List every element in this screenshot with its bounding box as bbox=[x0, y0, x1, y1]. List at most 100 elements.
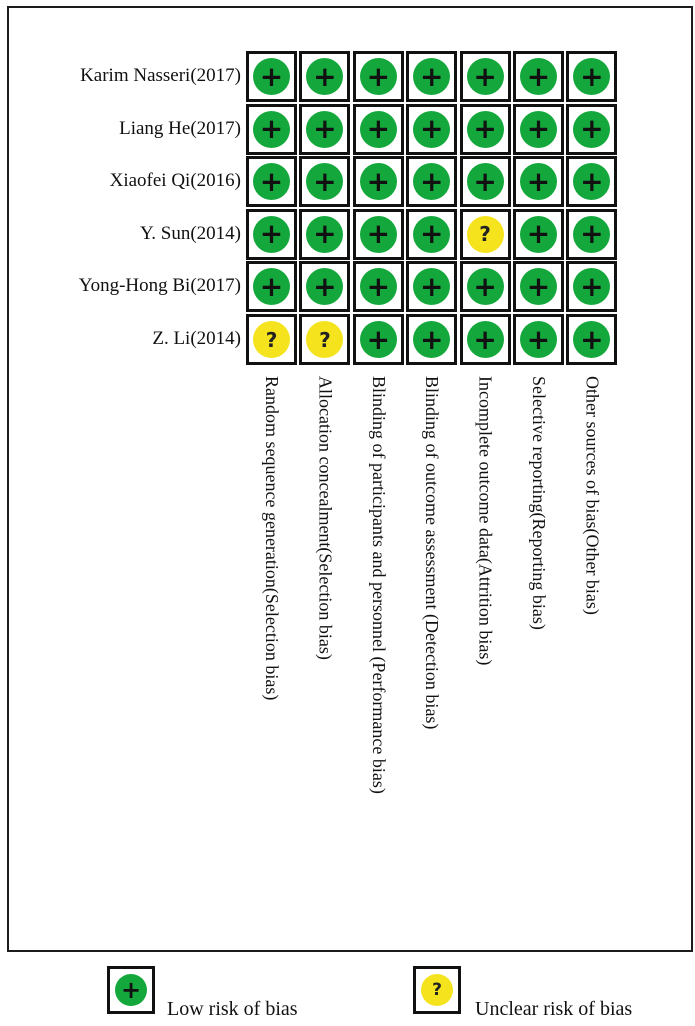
study-label: Xiaofei Qi(2016) bbox=[109, 170, 241, 192]
low-risk-icon: + bbox=[253, 163, 290, 201]
judgement-cell: + bbox=[299, 261, 351, 313]
legend: + Low risk of bias? Unclear risk of bias bbox=[0, 960, 695, 1026]
judgement-cell: + bbox=[352, 103, 404, 155]
domain-label: Incomplete outcome data(Attrition bias) bbox=[475, 376, 496, 666]
low-risk-icon: + bbox=[466, 163, 504, 201]
low-risk-icon: + bbox=[413, 215, 451, 253]
judgement-cell: ? bbox=[299, 314, 351, 365]
judgement-cell: + bbox=[566, 51, 618, 102]
judgement-cell: + bbox=[459, 314, 511, 365]
judgement-cell: + bbox=[352, 156, 404, 208]
low-risk-icon: + bbox=[573, 268, 611, 306]
unclear-risk-icon: ? bbox=[253, 321, 290, 358]
low-risk-icon: + bbox=[306, 215, 344, 253]
low-risk-icon: + bbox=[359, 163, 397, 201]
low-risk-icon: + bbox=[306, 268, 344, 306]
judgement-cell: + bbox=[406, 51, 458, 102]
judgement-cell: + bbox=[459, 261, 511, 313]
low-risk-icon: + bbox=[573, 215, 611, 253]
judgement-cell: + bbox=[566, 156, 618, 208]
low-risk-icon: + bbox=[413, 321, 451, 358]
judgement-cell: + bbox=[299, 51, 351, 102]
study-label: Liang He(2017) bbox=[119, 117, 241, 139]
legend-label-low: Low risk of bias bbox=[167, 998, 298, 1020]
low-risk-icon: + bbox=[413, 268, 451, 306]
low-risk-icon: + bbox=[520, 321, 557, 358]
judgement-cell: + bbox=[566, 208, 618, 260]
low-risk-icon: + bbox=[306, 163, 344, 201]
low-risk-icon: + bbox=[466, 58, 504, 95]
low-risk-icon: + bbox=[359, 58, 397, 95]
low-risk-icon: + bbox=[306, 110, 344, 148]
domain-label: Other sources of bias(Other bias) bbox=[582, 376, 603, 615]
judgement-cell: ? bbox=[246, 314, 297, 365]
judgement-cell: + bbox=[406, 208, 458, 260]
judgement-cell: + bbox=[299, 208, 351, 260]
domain-label: Selective reporting(Reporting bias) bbox=[529, 376, 549, 630]
low-risk-icon: + bbox=[573, 163, 611, 201]
low-risk-icon: + bbox=[413, 163, 451, 201]
domain-label: Blinding of participants and personnel (… bbox=[368, 376, 389, 794]
low-risk-icon: + bbox=[520, 268, 557, 306]
study-label: Yong-Hong Bi(2017) bbox=[78, 275, 241, 297]
judgement-cell: + bbox=[299, 103, 351, 155]
low-risk-icon: + bbox=[573, 110, 611, 148]
legend-swatch-unclear: ? bbox=[413, 966, 461, 1014]
study-label: Z. Li(2014) bbox=[152, 328, 241, 349]
low-risk-icon: + bbox=[520, 58, 557, 95]
legend-swatch-low: + bbox=[107, 966, 155, 1014]
low-risk-icon: + bbox=[306, 58, 344, 95]
low-risk-icon: + bbox=[413, 110, 451, 148]
judgement-cell: + bbox=[459, 51, 511, 102]
judgement-cell: + bbox=[246, 261, 297, 313]
low-risk-icon: + bbox=[520, 110, 557, 148]
judgement-cell: + bbox=[406, 261, 458, 313]
low-risk-icon: + bbox=[359, 321, 397, 358]
study-label: Y. Sun(2014) bbox=[140, 222, 241, 244]
judgement-cell: + bbox=[352, 261, 404, 313]
judgement-cell: + bbox=[513, 103, 564, 155]
judgement-cell: + bbox=[299, 156, 351, 208]
judgement-cell: + bbox=[246, 156, 297, 208]
low-risk-icon: + bbox=[253, 215, 290, 253]
low-risk-icon: + bbox=[466, 110, 504, 148]
judgement-cell: + bbox=[406, 314, 458, 365]
judgement-cell: + bbox=[513, 208, 564, 260]
low-risk-icon: + bbox=[253, 110, 290, 148]
low-risk-icon: + bbox=[520, 163, 557, 201]
low-risk-icon: + bbox=[466, 321, 504, 358]
judgement-cell: + bbox=[352, 314, 404, 365]
low-risk-icon: + bbox=[115, 974, 147, 1006]
judgement-cell: + bbox=[352, 51, 404, 102]
judgement-cell: + bbox=[513, 314, 564, 365]
unclear-risk-icon: ? bbox=[466, 215, 504, 253]
judgement-cell: + bbox=[513, 51, 564, 102]
low-risk-icon: + bbox=[573, 321, 611, 358]
low-risk-icon: + bbox=[359, 215, 397, 253]
low-risk-icon: + bbox=[253, 268, 290, 306]
judgement-cell: + bbox=[246, 51, 297, 102]
unclear-risk-icon: ? bbox=[421, 974, 453, 1006]
judgement-cell: + bbox=[352, 208, 404, 260]
study-label: Karim Nasseri(2017) bbox=[80, 65, 241, 86]
low-risk-icon: + bbox=[413, 58, 451, 95]
judgement-cell: + bbox=[513, 156, 564, 208]
domain-label: Blinding of outcome assessment (Detectio… bbox=[422, 376, 443, 730]
judgement-cell: + bbox=[406, 103, 458, 155]
judgement-cell: ? bbox=[459, 208, 511, 260]
low-risk-icon: + bbox=[359, 268, 397, 306]
judgement-cell: + bbox=[566, 103, 618, 155]
unclear-risk-icon: ? bbox=[306, 321, 344, 358]
domain-label: Allocation concealment(Selection bias) bbox=[315, 376, 336, 660]
low-risk-icon: + bbox=[520, 215, 557, 253]
judgement-cell: + bbox=[246, 103, 297, 155]
low-risk-icon: + bbox=[253, 58, 290, 95]
judgement-cell: + bbox=[513, 261, 564, 313]
domain-label: Random sequence generation(Selection bia… bbox=[262, 376, 282, 701]
legend-label-unclear: Unclear risk of bias bbox=[475, 998, 633, 1020]
low-risk-icon: + bbox=[359, 110, 397, 148]
judgement-cell: + bbox=[566, 261, 618, 313]
low-risk-icon: + bbox=[466, 268, 504, 306]
figure-frame bbox=[7, 6, 693, 952]
judgement-cell: + bbox=[459, 103, 511, 155]
